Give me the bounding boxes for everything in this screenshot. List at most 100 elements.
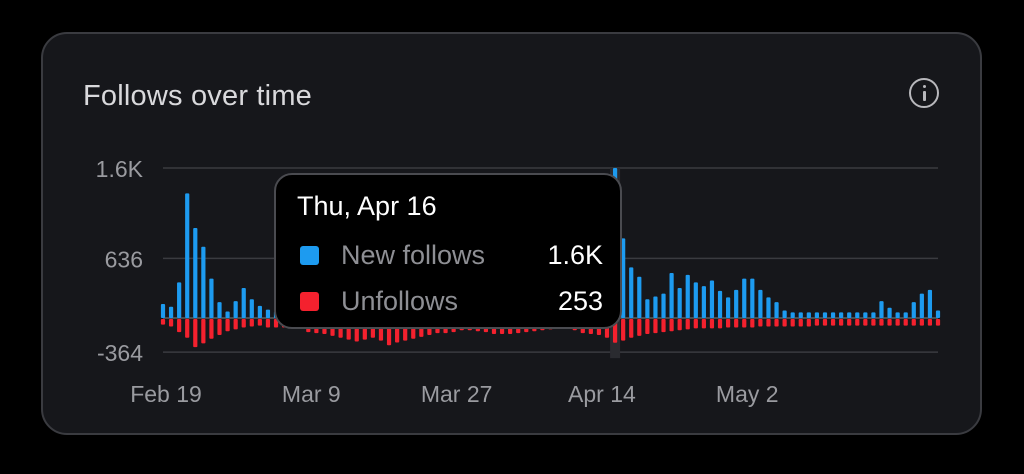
bar-new-follows[interactable] [879,301,884,318]
bar-new-follows[interactable] [822,312,828,318]
bar-new-follows[interactable] [871,312,876,318]
bar-unfollows[interactable] [621,319,626,341]
bar-new-follows[interactable] [798,312,803,318]
bar-unfollows[interactable] [677,319,682,331]
bar-unfollows[interactable] [911,319,916,326]
bar-new-follows[interactable] [685,274,690,318]
bar-unfollows[interactable] [790,319,795,327]
bar-new-follows[interactable] [645,299,650,318]
bar-unfollows[interactable] [233,319,238,330]
bar-new-follows[interactable] [177,282,182,318]
bar-unfollows[interactable] [839,319,844,326]
bar-new-follows[interactable] [621,238,626,318]
bar-new-follows[interactable] [637,276,642,318]
bar-new-follows[interactable] [669,273,674,318]
bar-new-follows[interactable] [249,299,254,318]
bar-unfollows[interactable] [863,319,868,326]
bar-unfollows[interactable] [927,319,933,326]
bar-unfollows[interactable] [217,319,222,335]
bar-unfollows[interactable] [265,319,271,328]
bar-new-follows[interactable] [693,282,698,318]
bar-new-follows[interactable] [661,293,666,318]
bar-new-follows[interactable] [265,309,271,318]
bar-new-follows[interactable] [193,228,198,318]
bar-unfollows[interactable] [629,319,634,338]
bar-new-follows[interactable] [709,280,715,319]
bar-new-follows[interactable] [750,278,755,318]
bar-new-follows[interactable] [233,301,238,318]
bar-unfollows[interactable] [895,319,900,326]
bar-unfollows[interactable] [685,319,690,330]
bar-unfollows[interactable] [645,319,650,334]
bar-new-follows[interactable] [653,296,658,318]
bar-new-follows[interactable] [855,312,860,318]
bar-unfollows[interactable] [903,319,908,326]
bar-new-follows[interactable] [766,297,771,318]
bar-unfollows[interactable] [209,319,214,339]
bar-unfollows[interactable] [726,319,731,328]
bar-new-follows[interactable] [927,289,933,318]
bar-new-follows[interactable] [814,312,820,318]
bar-unfollows[interactable] [193,319,198,348]
bar-unfollows[interactable] [693,319,698,329]
bar-unfollows[interactable] [879,319,884,326]
bar-new-follows[interactable] [201,246,206,318]
bar-new-follows[interactable] [241,288,246,318]
bar-unfollows[interactable] [774,319,779,327]
bar-new-follows[interactable] [257,305,262,318]
bar-unfollows[interactable] [798,319,803,327]
bar-new-follows[interactable] [160,303,166,318]
bar-new-follows[interactable] [734,289,739,318]
bar-unfollows[interactable] [661,319,666,333]
bar-new-follows[interactable] [742,278,747,318]
bar-new-follows[interactable] [919,293,924,318]
bar-unfollows[interactable] [669,319,674,332]
bar-new-follows[interactable] [225,311,230,318]
bar-new-follows[interactable] [935,310,941,319]
bar-unfollows[interactable] [750,319,755,328]
bar-new-follows[interactable] [830,312,836,318]
bar-new-follows[interactable] [701,286,706,318]
bar-new-follows[interactable] [774,302,779,318]
bar-unfollows[interactable] [830,319,836,326]
bar-unfollows[interactable] [822,319,828,326]
bar-unfollows[interactable] [257,319,262,326]
bar-unfollows[interactable] [653,319,658,334]
bar-unfollows[interactable] [871,319,876,326]
bar-new-follows[interactable] [847,312,852,318]
bar-unfollows[interactable] [185,319,190,338]
bar-unfollows[interactable] [201,319,206,344]
bar-unfollows[interactable] [814,319,820,326]
bar-new-follows[interactable] [911,302,916,318]
bar-new-follows[interactable] [806,312,811,318]
bar-new-follows[interactable] [717,290,723,318]
bar-new-follows[interactable] [168,306,174,318]
bar-unfollows[interactable] [177,319,182,333]
bar-new-follows[interactable] [677,288,682,318]
bar-new-follows[interactable] [726,297,731,318]
bar-unfollows[interactable] [241,319,246,328]
bar-unfollows[interactable] [717,319,723,329]
bar-unfollows[interactable] [701,319,706,329]
bar-new-follows[interactable] [185,193,190,318]
bar-new-follows[interactable] [209,278,214,318]
bar-new-follows[interactable] [629,267,634,318]
bar-new-follows[interactable] [895,312,900,318]
bar-unfollows[interactable] [887,319,892,326]
bar-unfollows[interactable] [919,319,924,326]
bar-unfollows[interactable] [734,319,739,328]
bar-unfollows[interactable] [168,319,174,327]
bar-unfollows[interactable] [225,319,230,332]
bar-unfollows[interactable] [766,319,771,327]
bar-unfollows[interactable] [855,319,860,326]
bar-unfollows[interactable] [758,319,763,327]
bar-unfollows[interactable] [637,319,642,336]
info-icon[interactable]: info-icon [909,78,939,108]
bar-unfollows[interactable] [935,319,941,326]
bar-unfollows[interactable] [782,319,787,327]
bar-unfollows[interactable] [742,319,747,328]
bar-new-follows[interactable] [217,302,222,318]
bar-new-follows[interactable] [782,310,787,319]
bar-new-follows[interactable] [758,289,763,318]
bar-new-follows[interactable] [863,312,868,318]
